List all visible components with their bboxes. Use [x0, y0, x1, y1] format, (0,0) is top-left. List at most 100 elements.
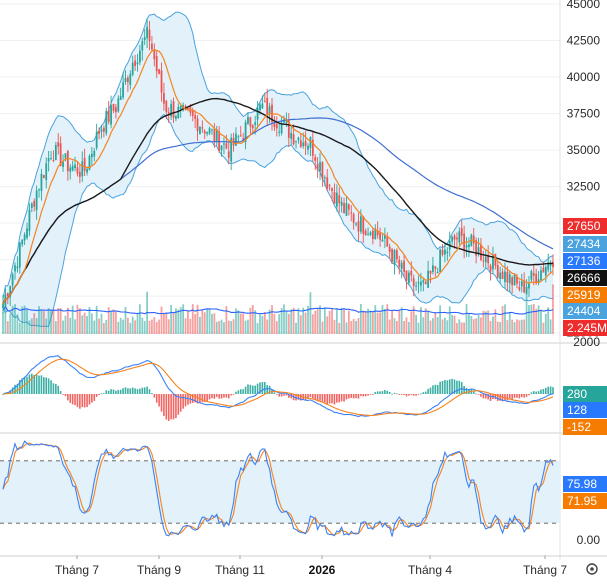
- value-badge: 25919: [563, 287, 607, 303]
- candle-body: [275, 124, 278, 129]
- badge-label: 24404: [567, 304, 601, 318]
- candle-body: [492, 254, 494, 270]
- macd-histogram-bar: [273, 392, 276, 394]
- macd-histogram-bar: [64, 394, 67, 397]
- volume-bar: [429, 320, 432, 334]
- macd-histogram-bar: [81, 394, 84, 408]
- badge-bg: [563, 253, 607, 269]
- volume-bar: [513, 322, 516, 334]
- candle-body: [9, 285, 12, 297]
- volume-bar: [69, 317, 72, 334]
- badge-label: 27434: [567, 237, 601, 251]
- volume-bar: [155, 322, 158, 334]
- volume-bar: [540, 309, 542, 334]
- stochastic-panel: [0, 440, 560, 537]
- macd-histogram-bar: [21, 378, 24, 394]
- candle-body: [475, 240, 478, 256]
- candle-body: [117, 98, 120, 112]
- macd-histogram-bar: [408, 394, 410, 396]
- candle-body: [179, 106, 182, 109]
- volume-bar: [323, 307, 326, 334]
- macd-histogram-bar: [540, 389, 542, 394]
- volume-bar: [542, 322, 545, 334]
- volume-bar: [14, 304, 16, 334]
- macd-histogram-bar: [506, 394, 509, 401]
- candle-body: [463, 233, 466, 251]
- macd-histogram-bar: [136, 389, 139, 394]
- macd-histogram-bar: [213, 394, 216, 399]
- badge-label: 128: [567, 403, 587, 417]
- volume-bar: [247, 319, 249, 334]
- candle-body: [302, 142, 305, 147]
- gear-icon-ring[interactable]: [586, 563, 598, 575]
- macd-histogram-bar: [275, 394, 278, 395]
- badge-label: 71.95: [567, 494, 597, 508]
- volume-bar: [331, 308, 333, 334]
- volume-bar: [107, 307, 110, 334]
- macd-histogram-bar: [26, 376, 28, 394]
- volume-bar: [117, 321, 120, 334]
- candle-body: [23, 234, 26, 241]
- candle-body: [484, 256, 487, 263]
- volume-bar: [172, 311, 175, 334]
- candle-body: [552, 261, 554, 268]
- volume-bar: [290, 309, 293, 334]
- volume-bar: [410, 311, 413, 334]
- volume-bar: [54, 321, 57, 334]
- candle-body: [482, 260, 485, 262]
- candle-body: [307, 145, 309, 150]
- macd-histogram-bar: [350, 394, 353, 398]
- macd-histogram-bar: [472, 390, 475, 394]
- x-tick-label: Tháng 7: [55, 563, 99, 577]
- macd-histogram-bar: [384, 390, 386, 394]
- macd-histogram-bar: [160, 394, 163, 412]
- bollinger-upper: [2, 11, 554, 300]
- macd-histogram-bar: [259, 382, 261, 394]
- candle-body: [59, 143, 62, 167]
- candle-body: [235, 133, 237, 146]
- macd-histogram-bar: [165, 394, 168, 420]
- candle-body: [295, 140, 297, 142]
- candle-body: [424, 281, 427, 285]
- macd-histogram-bar: [98, 394, 100, 395]
- settings-icon[interactable]: [586, 563, 598, 575]
- volume-bar: [33, 313, 36, 334]
- gear-icon-center[interactable]: [590, 567, 594, 571]
- macd-histogram-bar: [100, 393, 103, 395]
- candle-body: [244, 122, 247, 143]
- candle-body: [126, 77, 129, 83]
- price-tick-label: 35000: [567, 143, 601, 157]
- volume-bar: [285, 311, 288, 334]
- candle-body: [11, 274, 14, 286]
- volume-bar: [374, 305, 377, 334]
- volume-bar: [254, 310, 257, 334]
- candle-body: [278, 131, 281, 133]
- macd-histogram-bar: [71, 394, 74, 405]
- volume-bar: [74, 319, 76, 334]
- macd-histogram-bar: [463, 385, 465, 394]
- macd-histogram-bar: [175, 394, 177, 419]
- candle-body: [86, 168, 88, 173]
- macd-histogram-bar: [167, 394, 170, 421]
- volume-bar: [112, 309, 115, 334]
- candle-body: [535, 273, 538, 284]
- candle-body: [412, 278, 415, 287]
- volume-bar: [487, 310, 490, 334]
- candle-body: [477, 247, 480, 255]
- volume-bar: [304, 312, 307, 334]
- macd-histogram-bar: [50, 380, 52, 394]
- candle-body: [225, 143, 228, 149]
- volume-bar: [11, 305, 14, 334]
- volume-bar: [480, 317, 482, 334]
- volume-bar: [124, 306, 127, 334]
- candle-body: [352, 214, 355, 224]
- candle-body: [273, 121, 276, 128]
- macd-histogram-bar: [465, 387, 468, 394]
- badge-label: -152: [567, 420, 591, 434]
- candle-body: [290, 132, 293, 139]
- volume-bar: [35, 318, 38, 334]
- macd-histogram-bar: [355, 394, 357, 399]
- volume-bar: [23, 305, 26, 334]
